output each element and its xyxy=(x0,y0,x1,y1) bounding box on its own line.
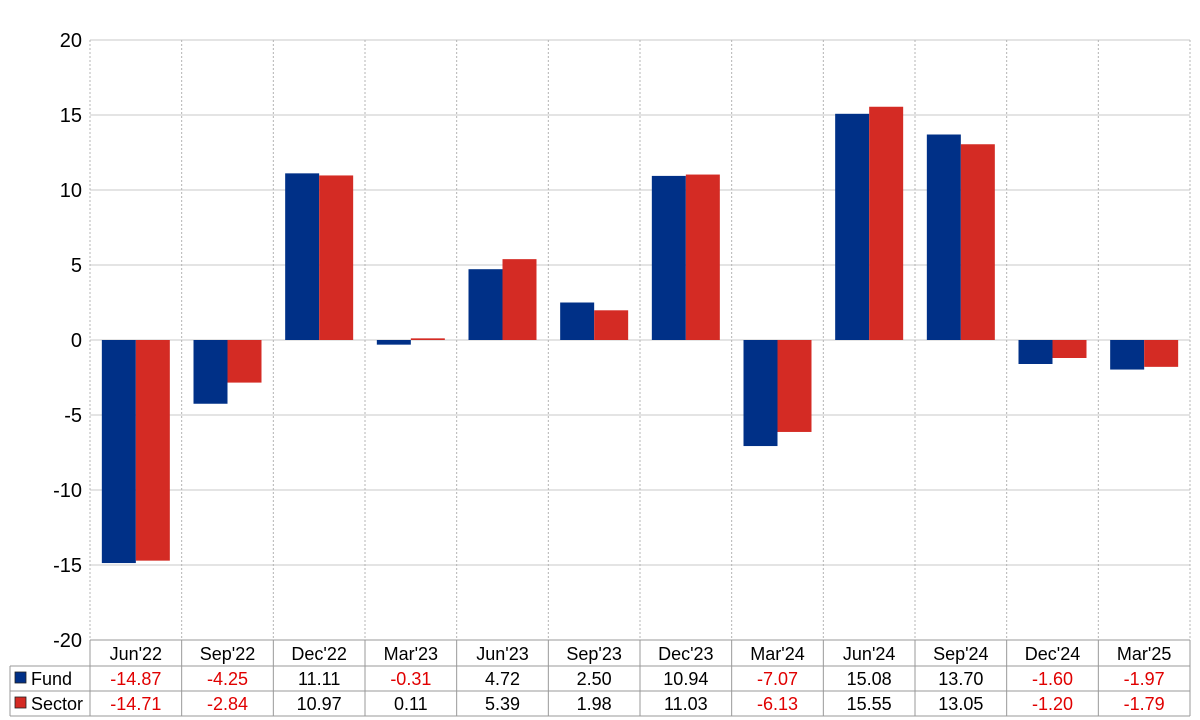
data-label: 13.05 xyxy=(938,694,983,714)
bar-sector xyxy=(502,259,537,340)
x-tick-label: Dec'22 xyxy=(291,644,346,664)
data-label: 4.72 xyxy=(485,669,520,689)
data-label: 5.39 xyxy=(485,694,520,714)
bar-fund xyxy=(651,175,686,340)
bar-sector xyxy=(410,338,445,340)
x-tick-label: Sep'23 xyxy=(566,644,622,664)
x-tick-label: Jun'23 xyxy=(476,644,528,664)
legend-label: Sector xyxy=(31,694,83,714)
bar-fund xyxy=(101,340,136,564)
data-label: 13.70 xyxy=(938,669,983,689)
data-label: -1.79 xyxy=(1124,694,1165,714)
y-tick-label: 20 xyxy=(60,30,82,52)
bar-sector xyxy=(1052,340,1087,358)
bar-fund xyxy=(1110,340,1145,370)
data-label: -1.97 xyxy=(1124,669,1165,689)
bar-fund xyxy=(560,302,595,340)
y-tick-label: 0 xyxy=(71,330,82,352)
legend-label: Fund xyxy=(31,669,72,689)
y-tick-label: -5 xyxy=(64,405,82,427)
bar-sector xyxy=(869,106,904,340)
bar-sector xyxy=(1144,340,1179,367)
data-label: 10.94 xyxy=(663,669,708,689)
bar-fund xyxy=(835,113,870,340)
data-label: 10.97 xyxy=(297,694,342,714)
x-tick-label: Jun'24 xyxy=(843,644,895,664)
data-label: 15.08 xyxy=(847,669,892,689)
bar-fund xyxy=(926,134,961,340)
x-tick-label: Mar'24 xyxy=(750,644,804,664)
bar-sector xyxy=(685,174,720,340)
bar-fund xyxy=(743,340,778,447)
bar-sector xyxy=(960,144,995,340)
data-label: 1.98 xyxy=(577,694,612,714)
bar-sector xyxy=(594,310,629,340)
y-tick-label: 10 xyxy=(60,180,82,202)
data-label: -14.87 xyxy=(110,669,161,689)
data-label: -7.07 xyxy=(757,669,798,689)
data-label: -2.84 xyxy=(207,694,248,714)
data-label: 2.50 xyxy=(577,669,612,689)
bar-sector xyxy=(777,340,812,432)
y-tick-label: -20 xyxy=(53,630,82,652)
x-tick-label: Dec'24 xyxy=(1025,644,1080,664)
bar-sector xyxy=(227,340,262,383)
legend-swatch-fund xyxy=(14,671,27,684)
data-label: 15.55 xyxy=(847,694,892,714)
data-label: -6.13 xyxy=(757,694,798,714)
data-label: 11.03 xyxy=(664,694,708,714)
bar-fund xyxy=(1018,340,1053,364)
x-tick-label: Mar'25 xyxy=(1117,644,1171,664)
data-label: -1.20 xyxy=(1032,694,1073,714)
data-label: -0.31 xyxy=(390,669,431,689)
bar-sector xyxy=(135,340,170,561)
y-tick-label: 5 xyxy=(71,255,82,277)
bar-fund xyxy=(285,173,320,340)
bar-fund xyxy=(376,340,411,345)
data-label: -14.71 xyxy=(110,694,161,714)
data-table: Jun'22 Sep'22 Dec'22 Mar'23 Jun'23 Sep'23 Dec'… xyxy=(9,639,1191,717)
x-tick-label: Dec'23 xyxy=(658,644,713,664)
x-tick-label: Sep'22 xyxy=(200,644,256,664)
bar-fund xyxy=(193,340,228,404)
data-label: 11.11 xyxy=(298,669,340,689)
data-label: 0.11 xyxy=(394,694,428,714)
y-axis: 20 15 10 5 0 -5 -10 -15 -20 xyxy=(53,30,82,652)
y-tick-label: -15 xyxy=(53,555,82,577)
bar-sector xyxy=(319,175,354,340)
x-tick-label: Mar'23 xyxy=(384,644,438,664)
grid-lines xyxy=(89,39,1191,641)
legend-swatch-sector xyxy=(14,696,27,709)
y-tick-label: -10 xyxy=(53,480,82,502)
x-tick-label: Jun'22 xyxy=(110,644,162,664)
bars xyxy=(101,106,1179,564)
bar-fund xyxy=(468,269,503,340)
x-tick-label: Sep'24 xyxy=(933,644,989,664)
data-label: -4.25 xyxy=(207,669,248,689)
y-tick-label: 15 xyxy=(60,105,82,127)
data-label: -1.60 xyxy=(1032,669,1073,689)
